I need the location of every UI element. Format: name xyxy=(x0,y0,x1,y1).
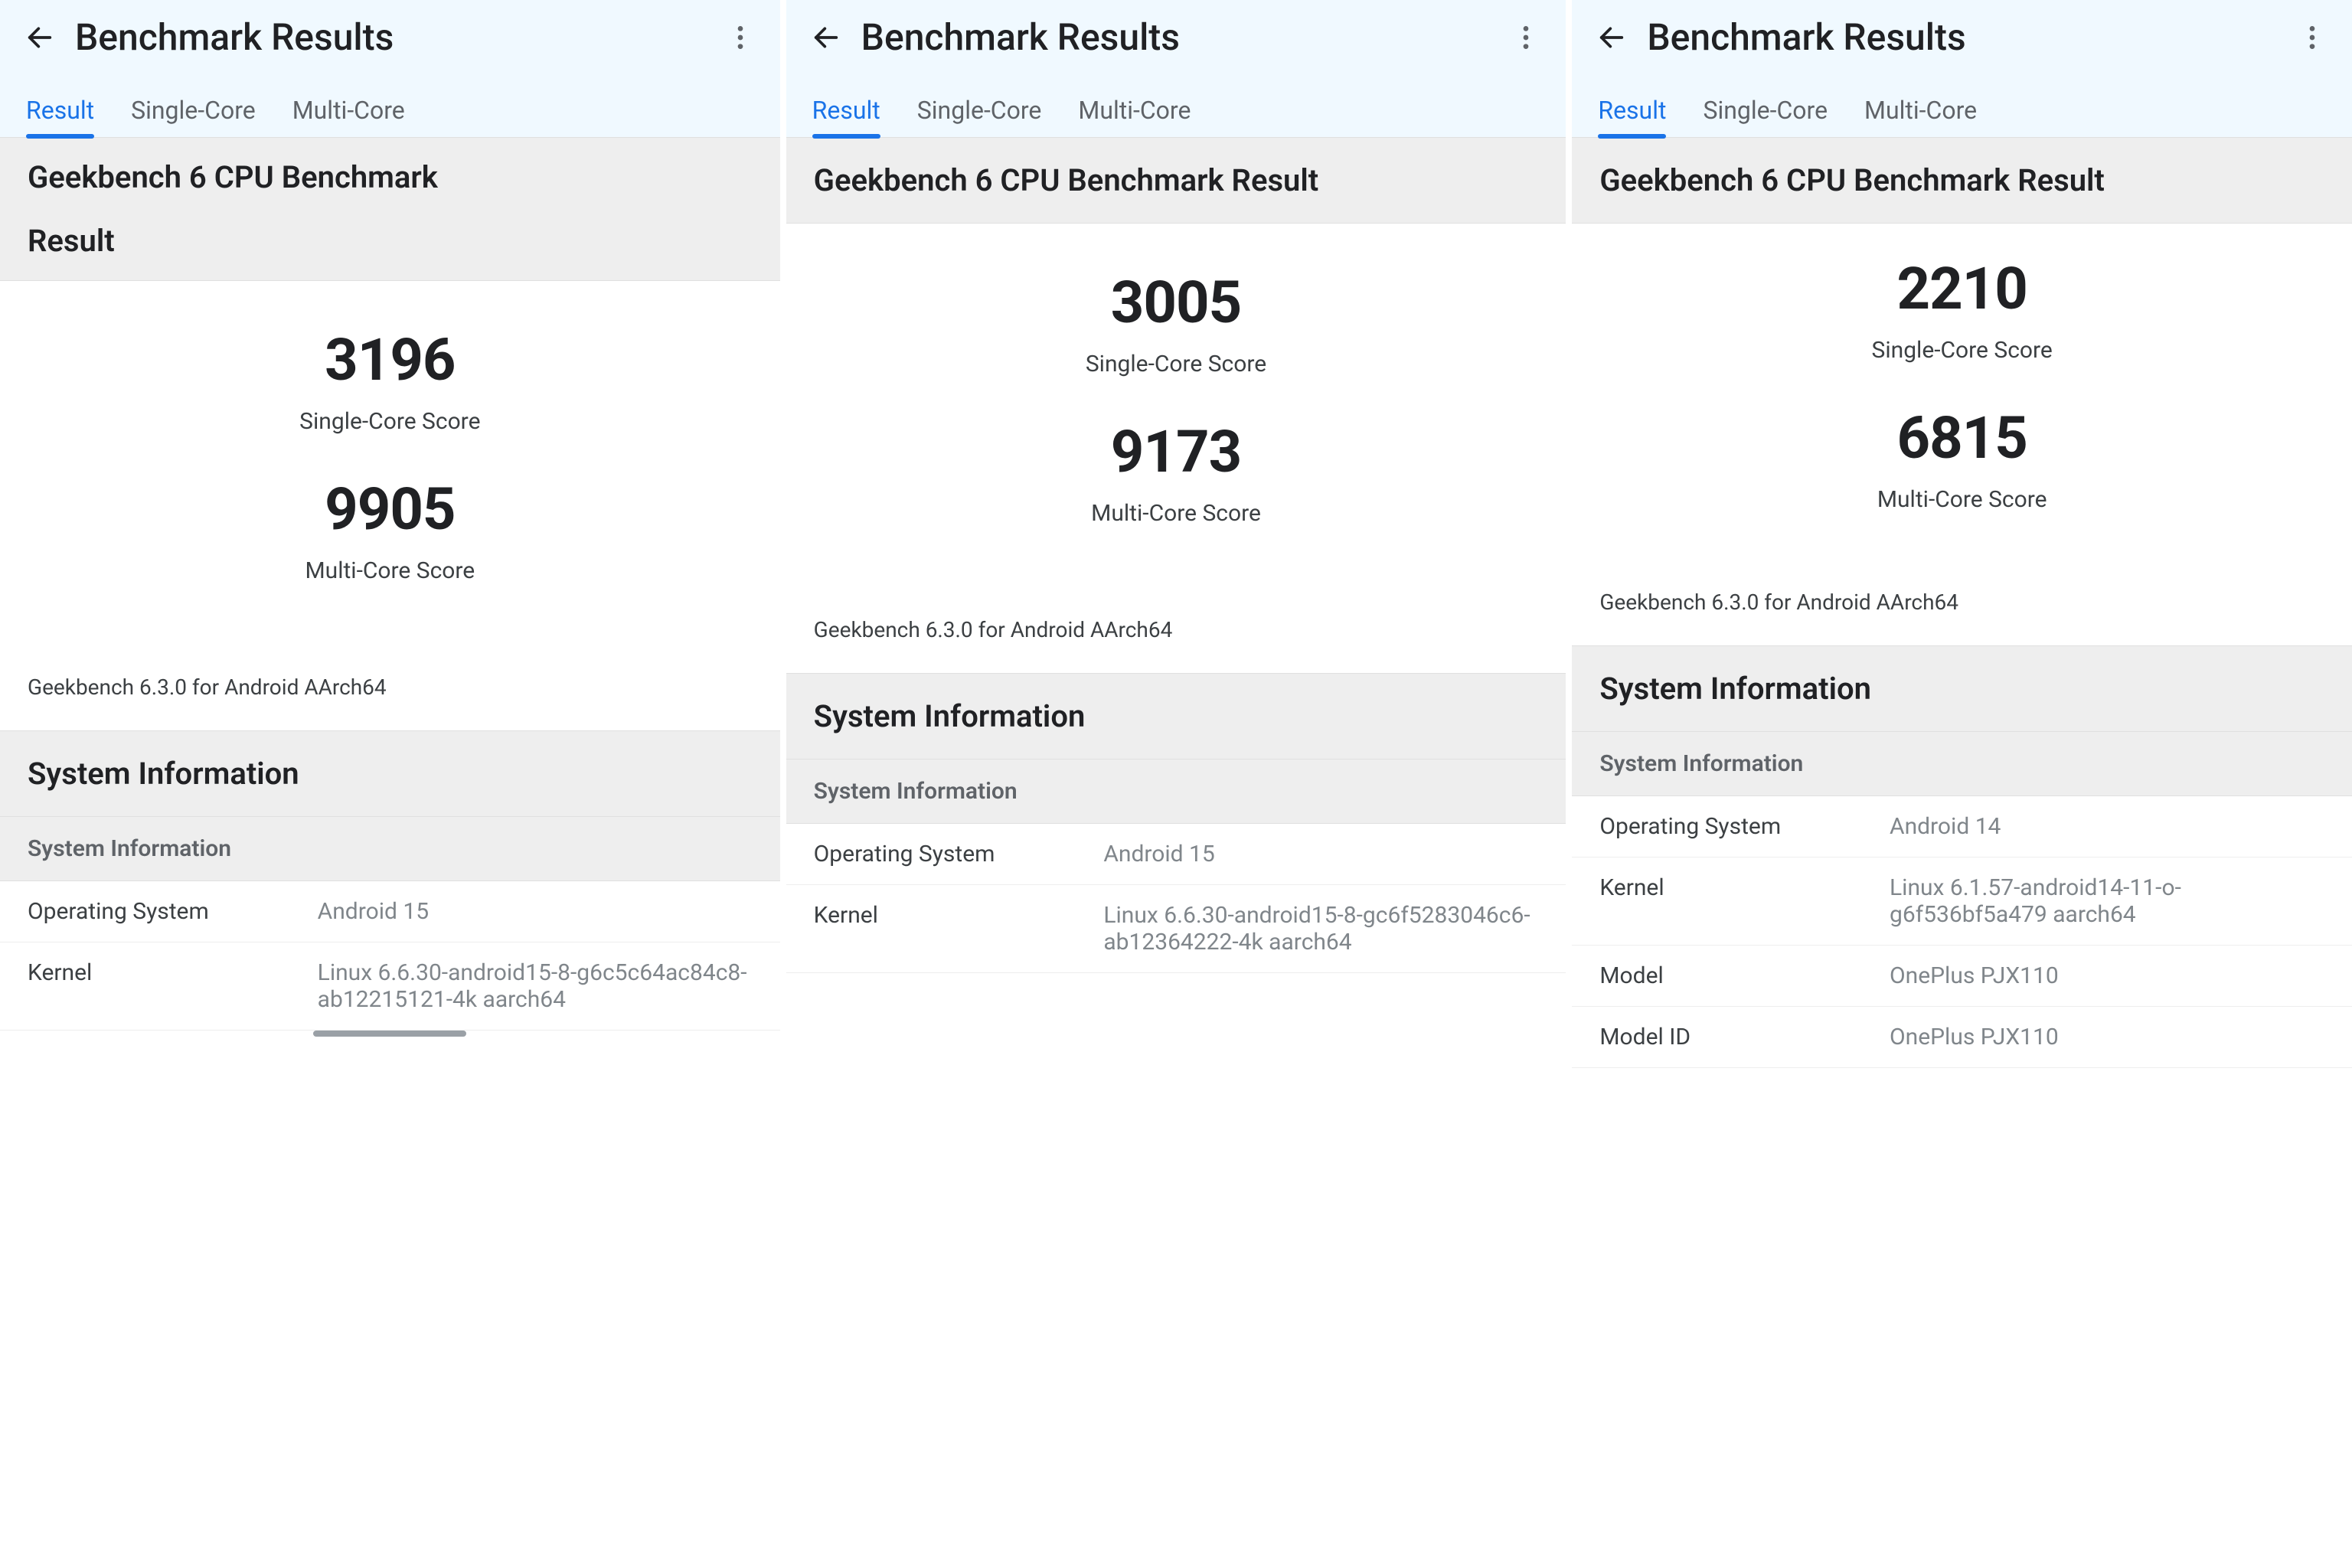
tab-result[interactable]: Result xyxy=(1598,90,1666,137)
back-icon[interactable] xyxy=(809,21,843,54)
info-val: Linux 6.6.30-android15-8-gc6f5283046c6-a… xyxy=(1103,902,1538,956)
info-val: Android 14 xyxy=(1890,813,2324,840)
benchmark-title: Geekbench 6 CPU Benchmark Result xyxy=(1572,137,2352,224)
info-row-kernel: Kernel Linux 6.1.57-android14-11-o-g6f53… xyxy=(1572,858,2352,946)
info-row-os: Operating System Android 14 xyxy=(1572,796,2352,858)
info-row-os: Operating System Android 15 xyxy=(0,881,780,942)
info-val: Android 15 xyxy=(1103,841,1538,867)
multi-core-score: 9173 xyxy=(786,417,1566,486)
back-icon[interactable] xyxy=(23,21,57,54)
info-key: Operating System xyxy=(1599,813,1890,840)
system-info-subheader: System Information xyxy=(786,759,1566,824)
scroll-indicator xyxy=(313,1031,466,1037)
info-key: Kernel xyxy=(1599,874,1890,928)
scores-region: 2210 Single-Core Score 6815 Multi-Core S… xyxy=(1572,224,2352,568)
info-val: OnePlus PJX110 xyxy=(1890,962,2324,989)
single-core-block: 3005 Single-Core Score xyxy=(786,260,1566,410)
version-string: Geekbench 6.3.0 for Android AArch64 xyxy=(0,653,780,730)
tab-single-core[interactable]: Single-Core xyxy=(1703,90,1828,137)
system-info-title: System Information xyxy=(786,673,1566,759)
overflow-menu-icon[interactable] xyxy=(2295,21,2329,54)
info-key: Operating System xyxy=(28,898,318,925)
info-row-kernel: Kernel Linux 6.6.30-android15-8-gc6f5283… xyxy=(786,885,1566,973)
multi-core-score: 9905 xyxy=(0,475,780,544)
info-key: Model xyxy=(1599,962,1890,989)
tab-single-core[interactable]: Single-Core xyxy=(131,90,256,137)
tabs: Result Single-Core Multi-Core xyxy=(23,90,757,137)
info-row-modelid: Model ID OnePlus PJX110 xyxy=(1572,1007,2352,1068)
single-core-block: 3196 Single-Core Score xyxy=(0,318,780,467)
info-val: OnePlus PJX110 xyxy=(1890,1024,2324,1050)
single-core-score: 3196 xyxy=(0,325,780,394)
benchmark-title-line1: Geekbench 6 CPU Benchmark xyxy=(28,159,753,195)
multi-core-block: 9173 Multi-Core Score xyxy=(786,410,1566,559)
overflow-menu-icon[interactable] xyxy=(724,21,757,54)
titlebar: Benchmark Results xyxy=(23,15,757,90)
titlebar: Benchmark Results xyxy=(809,15,1544,90)
benchmark-title: Geekbench 6 CPU Benchmark Result xyxy=(0,137,780,281)
version-string: Geekbench 6.3.0 for Android AArch64 xyxy=(1572,568,2352,645)
single-core-label: Single-Core Score xyxy=(0,408,780,435)
system-info-subheader: System Information xyxy=(0,816,780,881)
topbar: Benchmark Results Result Single-Core Mul… xyxy=(786,0,1566,137)
benchmark-panel: Benchmark Results Result Single-Core Mul… xyxy=(786,0,1566,1568)
multi-core-score: 6815 xyxy=(1572,403,2352,472)
benchmark-panel: Benchmark Results Result Single-Core Mul… xyxy=(1572,0,2352,1568)
version-string: Geekbench 6.3.0 for Android AArch64 xyxy=(786,596,1566,673)
back-icon[interactable] xyxy=(1595,21,1628,54)
page-title: Benchmark Results xyxy=(75,15,705,59)
multi-core-block: 6815 Multi-Core Score xyxy=(1572,396,2352,545)
tab-multi-core[interactable]: Multi-Core xyxy=(292,90,405,137)
tab-single-core[interactable]: Single-Core xyxy=(917,90,1042,137)
single-core-score: 3005 xyxy=(786,268,1566,337)
topbar: Benchmark Results Result Single-Core Mul… xyxy=(0,0,780,137)
info-key: Model ID xyxy=(1599,1024,1890,1050)
info-key: Kernel xyxy=(28,959,318,1013)
tabs: Result Single-Core Multi-Core xyxy=(809,90,1544,137)
info-val: Android 15 xyxy=(318,898,753,925)
benchmark-panel: Benchmark Results Result Single-Core Mul… xyxy=(0,0,780,1568)
single-core-label: Single-Core Score xyxy=(786,351,1566,377)
multi-core-label: Multi-Core Score xyxy=(1572,486,2352,513)
multi-core-label: Multi-Core Score xyxy=(0,557,780,584)
tab-result[interactable]: Result xyxy=(26,90,94,137)
system-info-title: System Information xyxy=(0,730,780,816)
topbar: Benchmark Results Result Single-Core Mul… xyxy=(1572,0,2352,137)
page-title: Benchmark Results xyxy=(1647,15,2277,59)
tabs: Result Single-Core Multi-Core xyxy=(1595,90,2329,137)
info-row-kernel: Kernel Linux 6.6.30-android15-8-g6c5c64a… xyxy=(0,942,780,1031)
scores-region: 3196 Single-Core Score 9905 Multi-Core S… xyxy=(0,281,780,653)
tab-result[interactable]: Result xyxy=(812,90,880,137)
page-title: Benchmark Results xyxy=(861,15,1491,59)
info-row-model: Model OnePlus PJX110 xyxy=(1572,946,2352,1007)
benchmark-title: Geekbench 6 CPU Benchmark Result xyxy=(786,137,1566,224)
info-val: Linux 6.6.30-android15-8-g6c5c64ac84c8-a… xyxy=(318,959,753,1013)
benchmark-title-line2: Result xyxy=(28,223,753,259)
info-row-os: Operating System Android 15 xyxy=(786,824,1566,885)
overflow-menu-icon[interactable] xyxy=(1509,21,1543,54)
single-core-score: 2210 xyxy=(1572,254,2352,323)
info-key: Operating System xyxy=(814,841,1104,867)
titlebar: Benchmark Results xyxy=(1595,15,2329,90)
system-info-title: System Information xyxy=(1572,645,2352,731)
info-key: Kernel xyxy=(814,902,1104,956)
single-core-label: Single-Core Score xyxy=(1572,337,2352,364)
tab-multi-core[interactable]: Multi-Core xyxy=(1078,90,1191,137)
single-core-block: 2210 Single-Core Score xyxy=(1572,247,2352,396)
multi-core-label: Multi-Core Score xyxy=(786,500,1566,527)
system-info-subheader: System Information xyxy=(1572,731,2352,796)
info-val: Linux 6.1.57-android14-11-o-g6f536bf5a47… xyxy=(1890,874,2324,928)
tab-multi-core[interactable]: Multi-Core xyxy=(1864,90,1977,137)
multi-core-block: 9905 Multi-Core Score xyxy=(0,467,780,616)
scores-region: 3005 Single-Core Score 9173 Multi-Core S… xyxy=(786,224,1566,596)
